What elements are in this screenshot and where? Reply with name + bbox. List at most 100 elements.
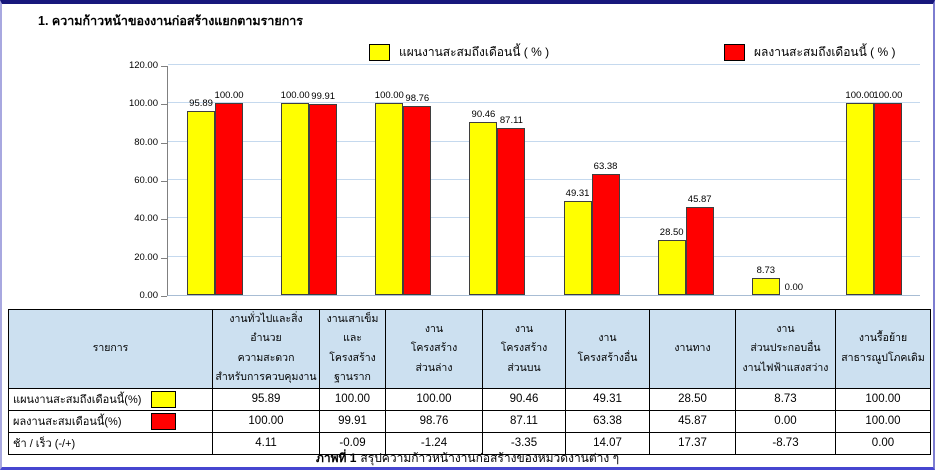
value-cell: 17.37	[649, 431, 736, 455]
caption-number: ภาพที่ 1	[315, 451, 357, 465]
plan-bar	[751, 278, 780, 295]
bar-value-label: 99.91	[311, 90, 336, 102]
y-axis-tick	[161, 66, 167, 67]
bar-value-label: 100.00	[280, 90, 310, 102]
plan-color-swatch	[369, 44, 390, 61]
y-axis-tick	[161, 104, 167, 106]
column-header: งานเสาเข็ม และโครงสร้าง ฐานราก	[319, 309, 386, 389]
table-row: ผลงานสะสมเดือนนี้(%) 100.00 99.91 98.76 87.1…	[8, 409, 931, 433]
y-axis-tick	[161, 296, 167, 297]
value-cell: 45.87	[649, 409, 736, 433]
bar-value-label: 49.31	[565, 187, 590, 199]
gridline	[168, 140, 920, 142]
y-axis-tick-label: 80.00	[134, 136, 158, 148]
y-axis-tick-label: 20.00	[134, 251, 158, 263]
bar-chart: 0.00 20.00 40.00 60.00 80.00 100.00 120.00 95.…	[102, 60, 924, 304]
value-cell: -3.35	[482, 431, 566, 455]
actual-bar	[215, 103, 244, 295]
value-cell: 100.00	[212, 409, 320, 433]
gridline	[168, 217, 920, 219]
value-cell: 99.91	[319, 409, 386, 433]
y-axis-tick	[161, 142, 167, 144]
table-row: ช้า / เร็ว (-/+) 4.11 -0.09 -1.24 -3.35 14.07…	[8, 431, 931, 455]
item-column-header: รายการ	[8, 309, 213, 389]
bar-value-label: 98.76	[405, 92, 430, 104]
gridline	[168, 179, 920, 180]
progress-table: รายการ งานทั่วไปและสิ่งอำนวย ความสะดวก สำ…	[8, 309, 931, 455]
value-cell: 98.76	[385, 409, 483, 433]
y-axis-tick-label: 40.00	[134, 213, 158, 225]
column-header: งานรื้อย้าย สาธารณูปโภคเดิม	[835, 309, 931, 389]
legend-item-plan: แผนงานสะสมถึงเดือนนี้ ( % )	[369, 43, 549, 62]
actual-bar	[873, 103, 902, 295]
value-cell: 4.11	[212, 431, 320, 455]
y-axis-tick-label: 0.00	[139, 290, 159, 301]
y-axis-tick-label: 60.00	[134, 175, 158, 186]
actual-bar	[309, 103, 338, 295]
value-cell: 100.00	[319, 387, 386, 411]
value-cell: 14.07	[565, 431, 650, 455]
plan-bar	[187, 111, 216, 295]
value-cell: -0.09	[319, 431, 386, 455]
table-row: แผนงานสะสมถึงเดือนนี้(%) 95.89 100.00 100.0…	[8, 387, 931, 411]
row-color-swatch	[151, 390, 176, 408]
y-axis-tick-label: 120.00	[128, 60, 158, 71]
value-cell: 100.00	[835, 409, 931, 433]
caption-text: สรุปความก้าวหน้างานก่อสร้างของหมวดงานต่า…	[360, 451, 620, 465]
column-header: งาน โครงสร้างอื่น	[565, 309, 650, 389]
plot-area: 95.89 100.00 100.00 99.91 100.00 98.76 90.46 87…	[167, 64, 920, 296]
plan-bar	[469, 121, 498, 295]
row-label: ผลงานสะสมเดือนนี้(%)	[8, 409, 213, 433]
gridline	[168, 255, 920, 257]
bar-value-label: 100.00	[873, 90, 903, 102]
value-cell: 49.31	[565, 387, 650, 411]
bar-value-label: 100.00	[845, 90, 875, 102]
actual-bar	[497, 128, 526, 295]
gridline	[168, 102, 920, 104]
table-header-row: รายการ งานทั่วไปและสิ่งอำนวย ความสะดวก สำ…	[8, 309, 931, 389]
section-title: 1. ความก้าวหน้าของงานก่อสร้างแยกตามรายกา…	[38, 14, 303, 28]
column-header: งาน โครงสร้าง ส่วนล่าง	[385, 309, 483, 389]
value-cell: 0.00	[835, 431, 931, 455]
bar-value-label: 95.89	[189, 98, 213, 110]
value-cell: 8.73	[735, 387, 836, 411]
bar-value-label: 28.50	[659, 227, 684, 239]
value-cell: 28.50	[649, 387, 736, 411]
plan-bar	[281, 103, 310, 295]
actual-color-swatch	[724, 44, 745, 61]
value-cell: 95.89	[212, 387, 320, 411]
figure-caption: ภาพที่ 1 สรุปความก้าวหน้างานก่อสร้างของหม…	[2, 449, 933, 467]
bar-value-label: 63.38	[593, 160, 618, 172]
y-axis-tick	[161, 219, 167, 221]
legend-actual-label: ผลงานสะสมถึงเดือนนี้ ( % )	[754, 45, 896, 59]
actual-bar	[591, 173, 620, 295]
value-cell: 100.00	[385, 387, 483, 411]
row-color-swatch	[151, 412, 176, 430]
bar-value-label: 87.11	[499, 115, 523, 127]
bar-value-label: 90.46	[471, 108, 496, 120]
actual-bar	[403, 105, 432, 295]
plan-bar	[563, 200, 592, 295]
actual-bar	[685, 207, 714, 295]
y-axis-tick	[161, 257, 167, 259]
bar-value-label: 45.87	[687, 194, 712, 206]
value-cell: 63.38	[565, 409, 650, 433]
value-cell: 0.00	[735, 409, 836, 433]
row-label: ช้า / เร็ว (-/+)	[8, 431, 213, 455]
column-header: งานทาง	[649, 309, 736, 389]
plan-bar	[375, 103, 404, 295]
gridline	[168, 64, 920, 65]
column-header: งาน โครงสร้าง ส่วนบน	[482, 309, 566, 389]
bar-value-label: 100.00	[214, 90, 244, 102]
column-header: งาน ส่วนประกอบอื่น งานไฟฟ้าแสงสว่าง	[735, 309, 836, 389]
value-cell: 87.11	[482, 409, 566, 433]
legend-item-actual: ผลงานสะสมถึงเดือนนี้ ( % )	[724, 43, 896, 62]
value-cell: -8.73	[735, 431, 836, 455]
bar-value-label: 0.00	[784, 282, 804, 293]
value-cell: 100.00	[835, 387, 931, 411]
value-cell: 90.46	[482, 387, 566, 411]
column-header: งานทั่วไปและสิ่งอำนวย ความสะดวก สำหรับกา…	[212, 309, 320, 389]
y-axis-tick-label: 100.00	[128, 98, 158, 110]
plan-bar	[657, 240, 686, 295]
